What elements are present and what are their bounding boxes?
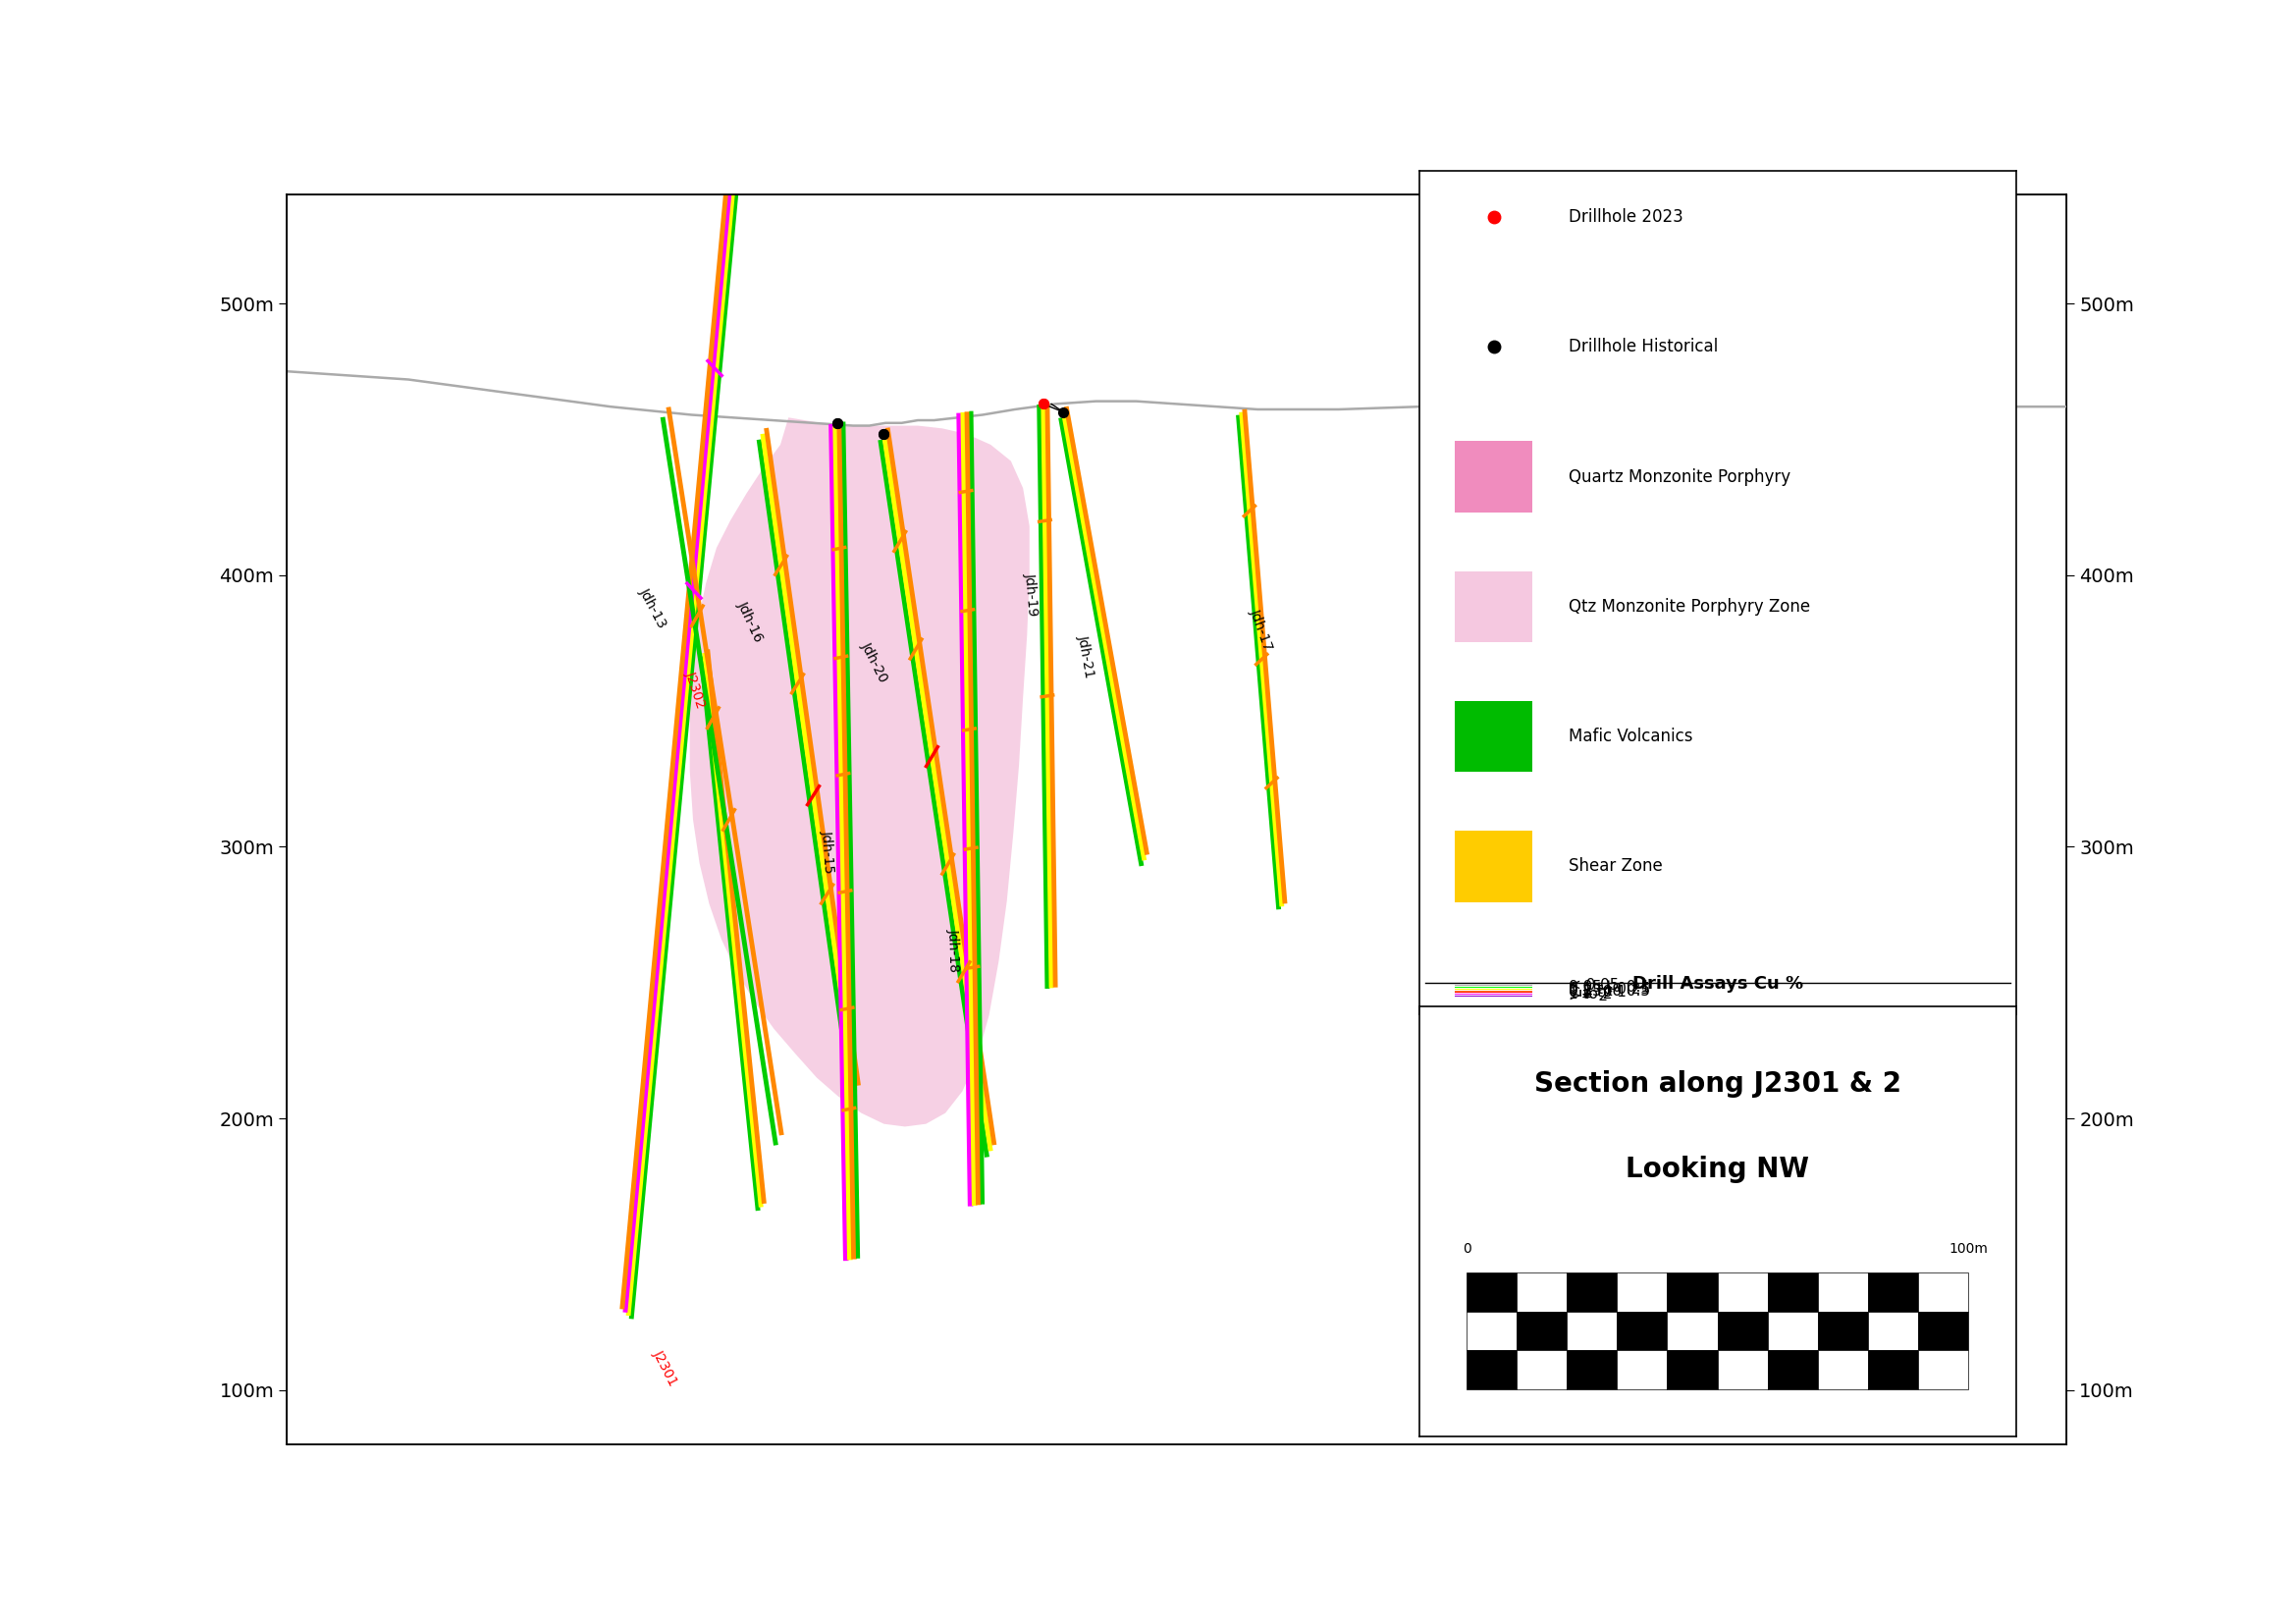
Text: < 0.05: < 0.05	[1568, 979, 1619, 993]
Bar	[1917, 1272, 1968, 1311]
Bar	[1616, 1350, 1667, 1389]
Text: Jdh-13: Jdh-13	[636, 586, 668, 630]
Text: Jdh-19: Jdh-19	[1022, 571, 1040, 617]
Bar	[1566, 1350, 1616, 1389]
Polygon shape	[689, 417, 1029, 1126]
Bar	[1717, 1350, 1768, 1389]
Bar	[1869, 1272, 1917, 1311]
Text: J2302: J2302	[682, 669, 707, 709]
Text: Drill Assays Cu %: Drill Assays Cu %	[1632, 975, 1802, 993]
Text: 0.1 to 0.25: 0.1 to 0.25	[1568, 982, 1649, 997]
Text: Jdh-16: Jdh-16	[735, 599, 767, 644]
Bar	[1456, 571, 1531, 643]
Bar	[1768, 1350, 1818, 1389]
Bar	[1616, 1272, 1667, 1311]
Bar	[1667, 1311, 1717, 1350]
Text: Jdh-20: Jdh-20	[859, 639, 891, 685]
Bar	[1818, 1311, 1869, 1350]
Bar	[1717, 1311, 1768, 1350]
Text: 100m: 100m	[1949, 1242, 1988, 1256]
Bar	[1717, 1272, 1768, 1311]
Bar	[1869, 1311, 1917, 1350]
Bar	[1566, 1311, 1616, 1350]
Bar	[1768, 1311, 1818, 1350]
Text: Section along J2301 & 2: Section along J2301 & 2	[1534, 1070, 1901, 1097]
Text: 0: 0	[1463, 1242, 1472, 1256]
Bar	[1456, 701, 1531, 773]
Text: 1 to 2: 1 to 2	[1568, 987, 1612, 1001]
Bar	[1869, 1350, 1917, 1389]
Text: Looking NW: Looking NW	[1626, 1156, 1809, 1183]
Bar	[1467, 1350, 1518, 1389]
Text: Mafic Volcanics: Mafic Volcanics	[1568, 727, 1692, 745]
Bar	[1456, 441, 1531, 513]
Text: 0.5 to 1: 0.5 to 1	[1568, 985, 1626, 1000]
Bar	[1667, 1350, 1717, 1389]
Text: Drillhole Historical: Drillhole Historical	[1568, 338, 1717, 355]
Text: Shear Zone: Shear Zone	[1568, 857, 1662, 875]
Text: Jdh-18: Jdh-18	[946, 928, 962, 972]
Bar	[1917, 1350, 1968, 1389]
Bar	[1917, 1311, 1968, 1350]
Text: Quartz Monzonite Porphyry: Quartz Monzonite Porphyry	[1568, 467, 1791, 485]
Text: Jdh-17: Jdh-17	[1247, 607, 1277, 652]
Text: Jdh-15: Jdh-15	[820, 829, 836, 875]
Bar	[1518, 1311, 1566, 1350]
Bar	[1456, 831, 1531, 902]
Bar	[1518, 1350, 1566, 1389]
Bar	[1667, 1272, 1717, 1311]
Text: Jdh-21: Jdh-21	[1075, 635, 1097, 678]
Text: 0.25 to 0.5: 0.25 to 0.5	[1568, 984, 1649, 998]
Bar	[1467, 1272, 1518, 1311]
Text: J2301: J2301	[650, 1349, 680, 1389]
Text: >= 2: >= 2	[1568, 988, 1607, 1003]
Bar	[1818, 1272, 1869, 1311]
Bar	[1768, 1272, 1818, 1311]
Bar	[1616, 1311, 1667, 1350]
Text: Qtz Monzonite Porphyry Zone: Qtz Monzonite Porphyry Zone	[1568, 597, 1809, 615]
Text: 0.05 to 0.1: 0.05 to 0.1	[1568, 980, 1649, 995]
Text: Drillhole 2023: Drillhole 2023	[1568, 208, 1683, 226]
Bar	[1566, 1272, 1616, 1311]
Bar	[1818, 1350, 1869, 1389]
Bar	[1518, 1272, 1566, 1311]
Bar	[1467, 1311, 1518, 1350]
